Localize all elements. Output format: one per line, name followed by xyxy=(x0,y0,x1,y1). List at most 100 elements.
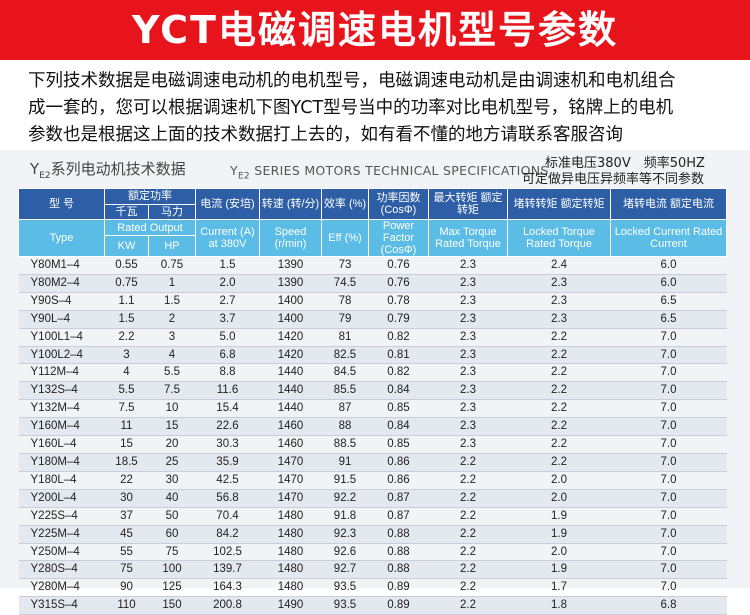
header-locked-current-en: Locked Current Rated Current xyxy=(610,219,727,257)
header-eff-en: Eff (%) xyxy=(321,219,369,257)
standard-voltage-note: 标准电压380V 频率50HZ xyxy=(545,156,705,171)
cell-type: Y132M–4 xyxy=(18,399,105,419)
table-row: Y200L–4 30 40 56.8 1470 92.2 0.87 2.2 2.0 7.0 xyxy=(18,489,727,508)
cell-hp: 15 xyxy=(148,417,196,437)
cell-locked-current: 6.0 xyxy=(610,256,727,275)
table-row: Y90L–4 1.5 2 3.7 1400 79 0.79 2.3 2.3 6.5 xyxy=(18,310,727,329)
cell-locked-current: 7.0 xyxy=(610,417,727,437)
header-max-torque-cn: 最大转矩 额定转矩 xyxy=(428,188,508,220)
cell-type: Y90S–4 xyxy=(18,292,105,311)
cell-max-torque: 2.2 xyxy=(428,525,508,544)
cell-locked-torque: 1.9 xyxy=(507,560,611,580)
cell-current: 35.9 xyxy=(195,453,260,472)
cell-locked-torque: 1.9 xyxy=(507,507,611,526)
cell-power-factor: 0.85 xyxy=(368,435,429,454)
cell-speed: 1400 xyxy=(259,292,322,311)
cell-hp: 50 xyxy=(148,507,196,526)
header-eff-cn: 效率 (%) xyxy=(321,188,369,220)
cell-eff: 92.2 xyxy=(321,489,369,508)
header-kw-en: KW xyxy=(104,235,149,257)
cell-hp: 60 xyxy=(148,525,196,544)
cell-current: 8.8 xyxy=(195,363,260,383)
cell-speed: 1480 xyxy=(259,543,322,562)
cell-kw: 1.5 xyxy=(104,310,149,329)
cell-current: 22.6 xyxy=(195,417,260,437)
cell-power-factor: 0.79 xyxy=(368,310,429,329)
custom-order-note: 可定做异电压异频率等不同参数 xyxy=(522,172,705,187)
cell-speed: 1460 xyxy=(259,417,322,437)
cell-locked-torque: 1.8 xyxy=(507,596,611,615)
table-row: Y160M–4 11 15 22.6 1460 88 0.84 2.3 2.2 7.0 xyxy=(18,417,727,437)
cell-eff: 88 xyxy=(321,417,369,437)
cell-type: Y200L–4 xyxy=(18,489,105,508)
cell-hp: 0.75 xyxy=(148,256,196,275)
cell-kw: 22 xyxy=(104,471,149,490)
cell-type: Y80M1–4 xyxy=(18,256,105,275)
cell-locked-torque: 2.2 xyxy=(507,346,611,365)
cell-speed: 1480 xyxy=(259,525,322,544)
cell-kw: 55 xyxy=(104,543,149,562)
cell-eff: 91 xyxy=(321,453,369,472)
cell-locked-torque: 2.2 xyxy=(507,399,611,419)
cell-max-torque: 2.3 xyxy=(428,310,508,329)
header-type-cn: 型 号 xyxy=(18,188,105,220)
table-row: Y112M–4 4 5.5 8.8 1440 84.5 0.82 2.3 2.2 7.0 xyxy=(18,363,727,383)
cell-locked-current: 7.0 xyxy=(610,471,727,490)
cell-locked-torque: 2.2 xyxy=(507,435,611,454)
cell-speed: 1420 xyxy=(259,328,322,347)
cell-locked-current: 7.0 xyxy=(610,560,727,580)
table-row: Y250M–4 55 75 102.5 1480 92.6 0.88 2.2 2.0 7.0 xyxy=(18,543,727,562)
intro-line: 参数也是根据这上面的技术数据打上去的，如有看不懂的地方请联系客服咨询 xyxy=(28,125,623,145)
cell-eff: 92.3 xyxy=(321,525,369,544)
cell-current: 6.8 xyxy=(195,346,260,365)
cell-max-torque: 2.3 xyxy=(428,417,508,437)
cell-eff: 84.5 xyxy=(321,363,369,383)
cell-kw: 3 xyxy=(104,346,149,365)
cell-speed: 1440 xyxy=(259,363,322,383)
cell-speed: 1470 xyxy=(259,471,322,490)
cell-current: 11.6 xyxy=(195,381,260,401)
cell-kw: 7.5 xyxy=(104,399,149,419)
cell-current: 5.0 xyxy=(195,328,260,347)
cell-type: Y180L–4 xyxy=(18,471,105,490)
cell-locked-torque: 2.0 xyxy=(507,489,611,508)
cell-current: 15.4 xyxy=(195,399,260,419)
cell-power-factor: 0.76 xyxy=(368,256,429,275)
cell-power-factor: 0.86 xyxy=(368,453,429,472)
header-max-torque-en: Max Torque Rated Torque xyxy=(428,219,508,257)
cell-max-torque: 2.2 xyxy=(428,489,508,508)
header-rated-output-cn: 额定功率 xyxy=(104,188,196,205)
table-row: Y225S–4 37 50 70.4 1480 91.8 0.87 2.2 1.9 7.0 xyxy=(18,507,727,526)
cell-speed: 1420 xyxy=(259,346,322,365)
table-row: Y90S–4 1.1 1.5 2.7 1400 78 0.78 2.3 2.3 6.5 xyxy=(18,292,727,311)
header-hp-cn: 马力 xyxy=(148,203,196,220)
cell-speed: 1490 xyxy=(259,596,322,615)
cell-hp: 75 xyxy=(148,543,196,562)
cell-locked-torque: 2.2 xyxy=(507,381,611,401)
cell-power-factor: 0.84 xyxy=(368,417,429,437)
cell-locked-torque: 2.3 xyxy=(507,292,611,311)
cell-locked-current: 7.0 xyxy=(610,328,727,347)
table-row: Y280S–4 75 100 139.7 1480 92.7 0.88 2.2 1.9 7.0 xyxy=(18,560,727,580)
cell-hp: 10 xyxy=(148,399,196,419)
cell-max-torque: 2.3 xyxy=(428,256,508,275)
cell-kw: 1.1 xyxy=(104,292,149,311)
cell-max-torque: 2.2 xyxy=(428,471,508,490)
cell-locked-current: 6.5 xyxy=(610,292,727,311)
cell-locked-torque: 2.3 xyxy=(507,310,611,329)
table-body: Y80M1–4 0.55 0.75 1.5 1390 73 0.76 2.3 2.4 6.0 Y80… xyxy=(18,256,727,615)
cell-locked-current: 7.0 xyxy=(610,435,727,454)
cell-hp: 150 xyxy=(148,596,196,615)
cell-hp: 1.5 xyxy=(148,292,196,311)
cell-hp: 100 xyxy=(148,560,196,580)
cell-eff: 81 xyxy=(321,328,369,347)
cell-type: Y225S–4 xyxy=(18,507,105,526)
cell-locked-current: 7.0 xyxy=(610,363,727,383)
cell-locked-current: 7.0 xyxy=(610,525,727,544)
cell-locked-torque: 2.3 xyxy=(507,274,611,293)
cell-speed: 1470 xyxy=(259,489,322,508)
cell-locked-current: 7.0 xyxy=(610,381,727,401)
cell-hp: 25 xyxy=(148,453,196,472)
cell-max-torque: 2.2 xyxy=(428,543,508,562)
cell-power-factor: 0.86 xyxy=(368,471,429,490)
